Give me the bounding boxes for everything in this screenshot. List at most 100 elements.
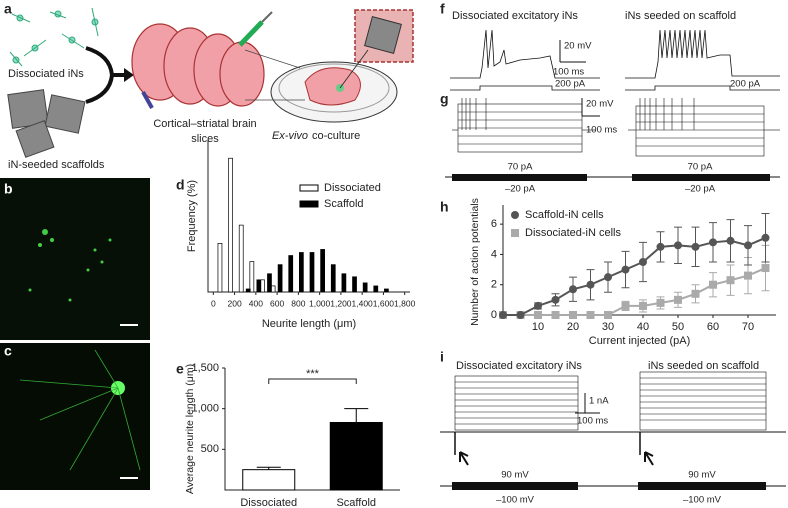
point	[551, 311, 560, 319]
label: slices	[191, 133, 219, 145]
point	[674, 295, 682, 304]
x-tick-label: Scaffold	[336, 497, 376, 508]
point	[621, 265, 630, 274]
x-tick-label: 0	[211, 298, 216, 308]
scale-label: 100 ms	[586, 125, 617, 136]
x-tick-label: Dissociated	[240, 497, 297, 508]
hold-label: –100 mV	[683, 495, 722, 506]
legend-label: Scaffold-iN cells	[525, 209, 604, 221]
scale-label: 20 mV	[586, 99, 614, 110]
micrographs	[0, 178, 150, 490]
point	[569, 311, 577, 319]
point	[709, 280, 717, 289]
point	[586, 311, 595, 319]
label: Cortical–striatal brain	[153, 118, 256, 130]
x-tick-label: 50	[672, 321, 684, 333]
panel-label: c	[4, 343, 12, 359]
label: Dissociated iNs	[8, 68, 84, 80]
y-tick-label: 500	[201, 443, 219, 455]
y-axis-label: Average neurite length (μm)	[184, 364, 196, 494]
bar	[299, 252, 304, 293]
annotation: ***	[306, 368, 320, 380]
hold-label: –20 pA	[505, 184, 536, 195]
legend-swatch	[299, 184, 319, 192]
y-tick-label: 2	[491, 279, 497, 291]
error-bar	[256, 466, 281, 470]
significance-bracket	[268, 378, 357, 384]
step-label: 200 pA	[555, 79, 586, 90]
label: Ex-vivo	[272, 130, 308, 142]
bar	[373, 285, 379, 293]
point	[744, 271, 752, 280]
point	[656, 298, 665, 307]
series-line	[503, 267, 766, 316]
bar	[362, 282, 368, 293]
panel-a-art	[7, 7, 414, 158]
y-tick-label: 1,500	[191, 362, 219, 374]
point	[709, 238, 717, 247]
point	[639, 301, 647, 310]
series-line	[503, 236, 766, 316]
x-tick-label: 60	[707, 321, 719, 333]
bar	[309, 252, 315, 293]
legend-label: Dissociated	[324, 182, 381, 194]
legend-swatch	[299, 200, 319, 208]
x-axis-label: Neurite length (μm)	[262, 318, 356, 330]
hold-label: –100 mV	[496, 495, 535, 506]
x-tick-label: 400	[249, 298, 263, 308]
y-axis-label: Number of action potentials	[469, 198, 481, 326]
axis	[502, 205, 776, 316]
panel-label: d	[176, 177, 185, 193]
y-tick-label: 4	[491, 248, 497, 260]
panel-label: h	[440, 199, 449, 215]
bar	[330, 264, 336, 293]
y-tick-label: 1,000	[191, 403, 219, 415]
point	[604, 311, 612, 319]
scale-label: 100 ms	[577, 416, 608, 427]
y-axis-label: Frequency (%)	[186, 180, 198, 252]
point	[516, 311, 525, 319]
x-tick-label: 1,600	[373, 298, 395, 308]
x-tick-label: 600	[270, 298, 284, 308]
trace-title: Dissociated excitatory iNs	[452, 10, 578, 22]
scale-label: 100 ms	[553, 67, 584, 78]
step-label: 200 pA	[730, 79, 761, 90]
x-tick-label: 1,400	[352, 298, 374, 308]
step-label: 70 pA	[508, 162, 533, 173]
label: iN-seeded scaffolds	[8, 159, 105, 171]
x-tick-label: 800	[291, 298, 305, 308]
point	[656, 242, 665, 251]
point	[726, 236, 735, 245]
panel-label: f	[440, 1, 445, 17]
traces	[440, 29, 786, 490]
error-bar	[344, 408, 369, 423]
x-tick-label: 10	[532, 321, 544, 333]
point	[744, 241, 752, 250]
bar	[249, 261, 255, 293]
panel-label: i	[440, 349, 444, 365]
point	[761, 264, 770, 273]
point	[551, 295, 560, 304]
bar	[242, 469, 296, 491]
panel-label: e	[176, 361, 184, 377]
point	[534, 301, 542, 310]
point	[499, 311, 507, 319]
bar	[228, 157, 233, 293]
trace-title: iNs seeded on scaffold	[648, 360, 759, 372]
scale-label: 1 nA	[589, 396, 609, 407]
step-label: 90 mV	[688, 470, 716, 481]
bar	[277, 264, 283, 293]
bar	[329, 421, 383, 491]
x-tick-label: 70	[742, 321, 754, 333]
legend-marker	[511, 229, 519, 237]
trace-title: iNs seeded on scaffold	[625, 10, 736, 22]
x-tick-label: 1,800	[394, 298, 416, 308]
bar	[320, 249, 325, 293]
step-label: 70 pA	[688, 162, 713, 173]
x-tick-label: 1,000	[309, 298, 331, 308]
bar	[267, 273, 272, 293]
bar	[288, 255, 294, 293]
point	[691, 242, 700, 251]
legend-marker	[511, 211, 519, 219]
